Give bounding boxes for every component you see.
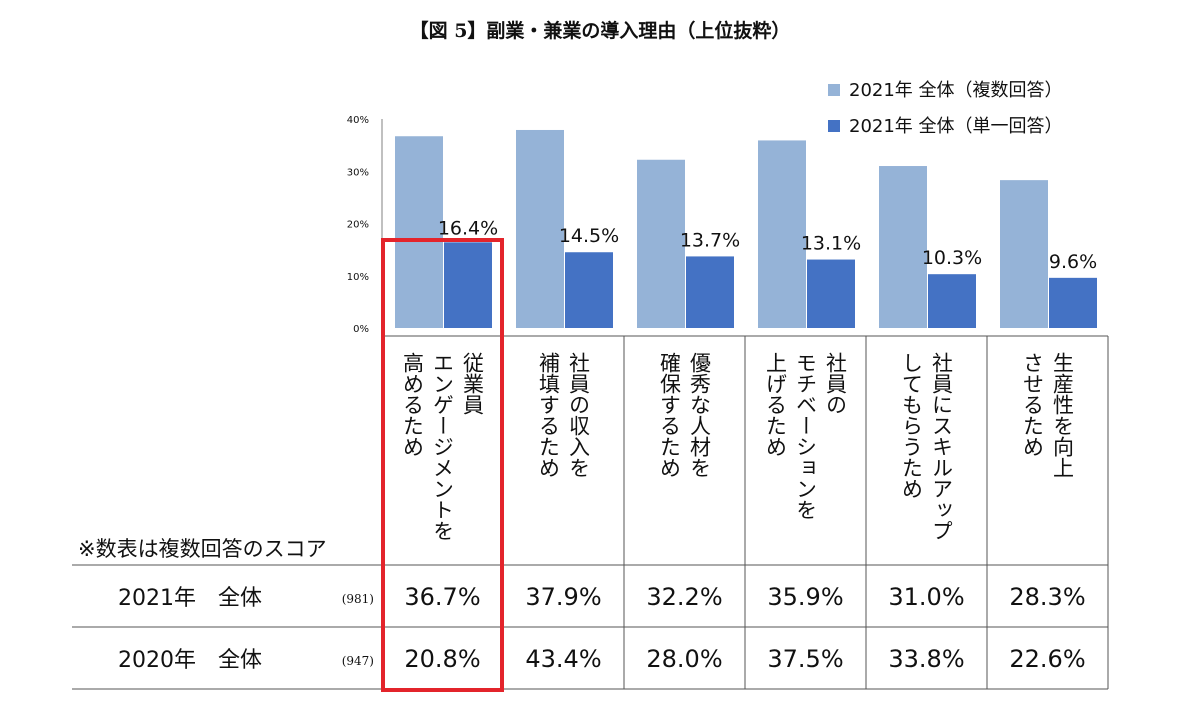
bar-single [928,274,976,328]
bar-multi [516,129,564,328]
table-cell-value: 33.8% [888,645,964,673]
bar-multi [1000,180,1048,328]
table-note: ※数表は複数回答のスコア [78,537,327,561]
legend-swatch [828,84,840,96]
bar-single [565,252,613,328]
row-n: (947) [342,654,374,668]
category-label: させるため [1021,352,1045,457]
bar-multi [395,136,443,328]
table-cell-value: 22.6% [1009,645,1085,673]
category-label: エンゲージメントを [431,352,455,541]
category-label: 高めるため [401,352,425,457]
bar-single [1049,277,1097,328]
y-tick-label: 40% [347,115,369,126]
y-tick-label: 20% [347,220,369,231]
category-label: 従業員 [461,352,485,415]
category-label: モチベーションを [794,352,818,520]
table-cell-value: 20.8% [404,645,480,673]
bar-data-label: 9.6% [1049,251,1097,273]
bar-multi [637,159,685,328]
row-n: (981) [342,592,374,606]
legend-swatch [828,120,840,132]
row-label: 2021年 全体 [118,586,262,611]
table-cell-value: 37.5% [767,645,843,673]
legend-label: 2021年 全体（複数回答） [849,80,1063,101]
category-label: 優秀な人材を [688,352,712,478]
table-cell-value: 28.3% [1009,583,1085,611]
row-label: 2020年 全体 [118,648,262,673]
category-label: 補填するため [537,352,561,478]
table-cell-value: 36.7% [404,583,480,611]
table-cell-value: 31.0% [888,583,964,611]
bar-data-label: 13.1% [801,233,861,255]
bar-data-label: 16.4% [438,217,498,239]
table-cell-value: 28.0% [646,645,722,673]
bar-single [444,242,492,328]
table-cell-value: 32.2% [646,583,722,611]
figure-title: 【図 5】副業・兼業の導入理由（上位抜粋） [409,20,791,42]
bar-data-label: 14.5% [559,225,619,247]
bar-data-label: 13.7% [680,229,740,251]
category-label: 社員の収入を [567,352,591,478]
category-label: 生産性を向上 [1051,352,1075,478]
bar-multi [758,140,806,328]
table-cell-value: 37.9% [525,583,601,611]
category-label: 確保するため [658,352,682,478]
category-label: 社員の [824,352,848,415]
legend-label: 2021年 全体（単一回答） [849,116,1063,137]
category-label: 社員にスキルアップ [930,352,954,541]
table-cell-value: 43.4% [525,645,601,673]
category-label: してもらうため [900,352,924,499]
bar-multi [879,166,927,328]
y-tick-label: 10% [347,272,369,283]
table-cell-value: 35.9% [767,583,843,611]
category-label: 上げるため [764,352,788,457]
bar-data-label: 10.3% [922,247,982,269]
highlight-box [381,238,504,692]
bar-single [807,259,855,328]
y-tick-label: 0% [353,324,369,335]
bar-single [686,256,734,328]
y-tick-label: 30% [347,167,369,178]
